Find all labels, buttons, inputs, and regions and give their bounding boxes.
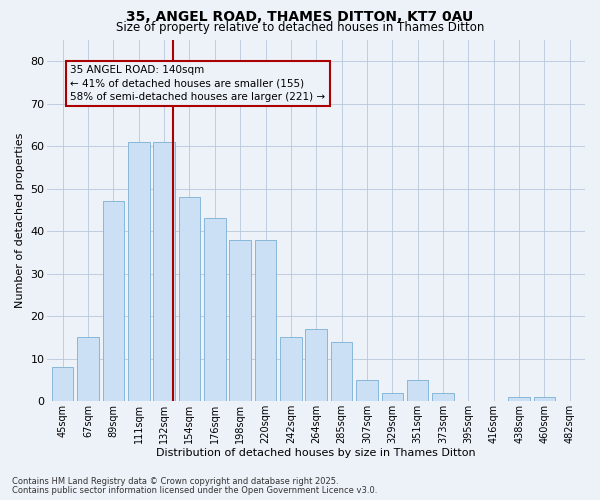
Bar	[356, 380, 378, 401]
Bar	[255, 240, 276, 401]
Text: 35 ANGEL ROAD: 140sqm
← 41% of detached houses are smaller (155)
58% of semi-det: 35 ANGEL ROAD: 140sqm ← 41% of detached …	[70, 66, 325, 102]
Y-axis label: Number of detached properties: Number of detached properties	[15, 133, 25, 308]
Bar	[305, 329, 327, 401]
Bar	[128, 142, 149, 401]
Bar	[77, 338, 99, 401]
Bar	[382, 392, 403, 401]
Bar	[179, 197, 200, 401]
Bar	[407, 380, 428, 401]
Bar	[331, 342, 352, 401]
Bar	[432, 392, 454, 401]
Bar	[204, 218, 226, 401]
Text: Contains public sector information licensed under the Open Government Licence v3: Contains public sector information licen…	[12, 486, 377, 495]
Bar	[103, 202, 124, 401]
Bar	[154, 142, 175, 401]
Text: Contains HM Land Registry data © Crown copyright and database right 2025.: Contains HM Land Registry data © Crown c…	[12, 477, 338, 486]
Text: 35, ANGEL ROAD, THAMES DITTON, KT7 0AU: 35, ANGEL ROAD, THAMES DITTON, KT7 0AU	[127, 10, 473, 24]
X-axis label: Distribution of detached houses by size in Thames Ditton: Distribution of detached houses by size …	[157, 448, 476, 458]
Bar	[508, 397, 530, 401]
Bar	[52, 367, 73, 401]
Bar	[280, 338, 302, 401]
Bar	[533, 397, 555, 401]
Bar	[229, 240, 251, 401]
Text: Size of property relative to detached houses in Thames Ditton: Size of property relative to detached ho…	[116, 21, 484, 34]
